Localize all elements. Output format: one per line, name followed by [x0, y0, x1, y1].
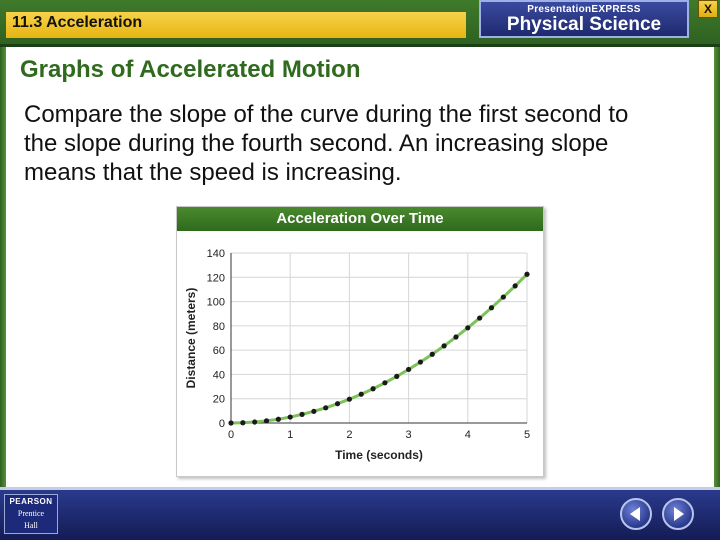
- data-point: [346, 396, 352, 402]
- chart-header: [177, 207, 543, 231]
- x-tick-label: 2: [346, 429, 352, 441]
- data-point: [512, 283, 518, 289]
- slide-body-text: Compare the slope of the curve during th…: [24, 101, 629, 186]
- next-slide-button[interactable]: [662, 498, 694, 530]
- y-axis-label: Distance (meters): [184, 288, 198, 389]
- brand-subtitle: PresentationEXPRESS: [527, 4, 641, 15]
- data-point: [465, 325, 471, 331]
- data-point: [477, 315, 483, 321]
- data-point: [500, 294, 506, 300]
- data-point: [275, 416, 281, 422]
- left-border: [0, 47, 6, 490]
- y-tick-label: 40: [213, 369, 225, 381]
- y-tick-label: 140: [207, 248, 225, 260]
- data-point: [240, 420, 246, 426]
- data-point: [441, 343, 447, 349]
- chart-plot: 0 1 2 3 4 5 0 20 40 60 80 100 120 140 Time (seconds) Di…: [184, 248, 530, 462]
- x-tick-label: 3: [406, 429, 412, 441]
- data-point: [323, 405, 329, 411]
- data-point: [358, 391, 364, 397]
- data-point: [429, 351, 435, 357]
- section-title: 11.3 Acceleration: [6, 12, 466, 38]
- brand-title: Physical Science: [506, 14, 662, 35]
- data-point: [311, 408, 317, 414]
- pearson-logo-hall: Hall: [24, 521, 38, 530]
- chevron-right-icon: [674, 507, 684, 521]
- x-tick-label: 0: [228, 429, 234, 441]
- data-point: [382, 380, 388, 386]
- close-button[interactable]: X: [698, 0, 718, 18]
- y-tick-label: 120: [207, 272, 225, 284]
- data-point: [252, 419, 258, 425]
- y-tick-label: 0: [219, 418, 225, 430]
- y-tick-label: 100: [207, 297, 225, 309]
- x-tick-label: 5: [524, 429, 530, 441]
- acceleration-chart: Acceleration Over Time 0 1 2 3 4 5 0 20 40 60 80 10…: [176, 206, 544, 477]
- pearson-logo-name: PEARSON: [9, 497, 53, 506]
- footer-divider: [0, 487, 720, 490]
- pearson-logo-prentice: Prentice: [17, 509, 45, 518]
- data-point: [334, 401, 341, 407]
- chevron-left-icon: [630, 507, 640, 521]
- previous-slide-button[interactable]: [620, 498, 652, 530]
- data-point: [228, 420, 234, 426]
- x-tick-label: 4: [465, 429, 471, 441]
- y-tick-label: 60: [213, 345, 225, 357]
- right-border: [714, 47, 720, 490]
- y-tick-label: 80: [213, 321, 225, 333]
- product-logo: PresentationEXPRESS Physical Science: [479, 0, 689, 38]
- x-tick-label: 1: [287, 429, 293, 441]
- data-point: [394, 373, 400, 379]
- title-bar-divider: [0, 44, 720, 47]
- data-point: [370, 386, 376, 392]
- data-point: [453, 334, 459, 340]
- data-point: [524, 271, 530, 277]
- data-point: [417, 359, 424, 365]
- slide-heading: Graphs of Accelerated Motion: [20, 56, 361, 83]
- pearson-logo: PEARSON Prentice Hall: [4, 494, 58, 534]
- chart-title: Acceleration Over Time: [276, 210, 444, 227]
- data-point: [406, 366, 412, 373]
- distance-curve: [230, 273, 529, 425]
- x-axis-label: Time (seconds): [335, 448, 423, 462]
- data-point: [488, 305, 495, 311]
- footer-bar: [0, 490, 720, 540]
- data-point: [287, 414, 293, 420]
- y-tick-label: 20: [213, 394, 225, 406]
- data-point: [263, 418, 270, 424]
- data-point: [299, 411, 305, 417]
